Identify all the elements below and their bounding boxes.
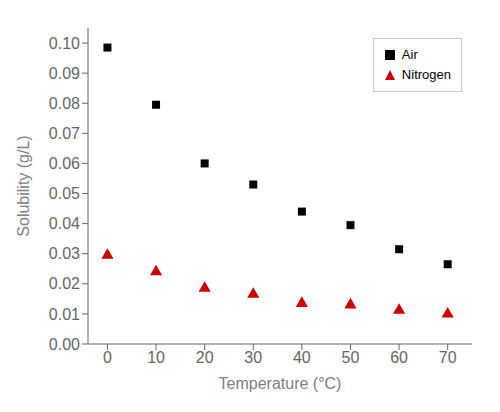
html-text:Nitrogen: Nitrogen: [401, 67, 451, 82]
svg-text:0.10: 0.10: [49, 35, 80, 52]
svg-text:60: 60: [390, 349, 408, 366]
svg-text:0.02: 0.02: [49, 275, 80, 292]
svg-text:20: 20: [196, 349, 214, 366]
svg-text:10: 10: [147, 349, 165, 366]
svg-text:0.00: 0.00: [49, 336, 80, 353]
svg-text:0.06: 0.06: [49, 155, 80, 172]
svg-text:0.07: 0.07: [49, 125, 80, 142]
svg-text:0.05: 0.05: [49, 185, 80, 202]
svg-text:0: 0: [103, 349, 112, 366]
html-text:Air: Air: [401, 47, 418, 62]
svg-text:0.09: 0.09: [49, 65, 80, 82]
svg-text:50: 50: [342, 349, 360, 366]
svg-text:Temperature (°C): Temperature (°C): [219, 375, 342, 392]
svg-text:40: 40: [293, 349, 311, 366]
svg-text:0.03: 0.03: [49, 245, 80, 262]
svg-text:30: 30: [244, 349, 262, 366]
svg-text:0.04: 0.04: [49, 215, 80, 232]
svg-text:0.08: 0.08: [49, 95, 80, 112]
svg-text:Solubility (g/L): Solubility (g/L): [15, 135, 32, 236]
svg-text:70: 70: [439, 349, 457, 366]
svg-text:0.01: 0.01: [49, 306, 80, 323]
